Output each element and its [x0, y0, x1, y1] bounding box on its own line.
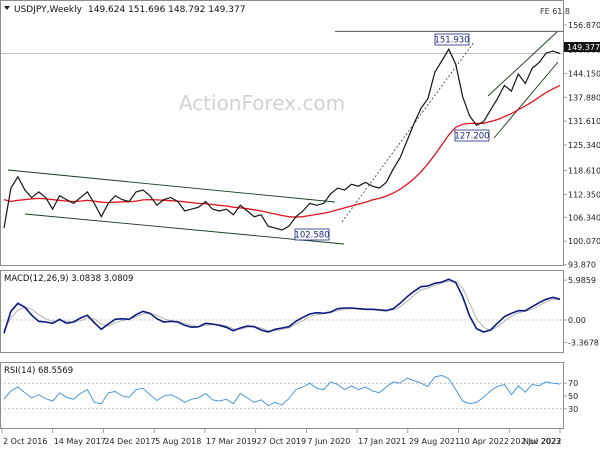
price-tick-label: 100.070: [568, 237, 600, 246]
macd-signal-line: [3, 280, 560, 332]
price-tick-label: 156.870: [568, 21, 600, 30]
triangle-down-icon[interactable]: [4, 6, 10, 10]
price-tick-label: 125.340: [568, 141, 600, 150]
projection-dotted-line: [341, 41, 475, 223]
rsi-line: [3, 375, 561, 407]
price-tick-label: 118.610: [568, 167, 600, 176]
annotation-high-label: 151.930: [434, 36, 469, 46]
rsi-tick-label: 50: [568, 392, 578, 401]
annotation-low-2022-label: 127.200: [454, 132, 489, 142]
time-tick-label: 10 Apr 2022: [460, 437, 509, 446]
rsi-axis: 70 50 30: [563, 379, 578, 414]
last-price-value: 149.377: [567, 43, 600, 52]
fib-label: FE 61.8: [540, 7, 570, 16]
channel-lines: [7, 31, 559, 245]
last-price-tag: [564, 42, 600, 52]
price-tick-label: 131.610: [568, 117, 600, 126]
moving-average-line: [3, 84, 561, 218]
time-tick-label: 14 May 2017: [54, 437, 106, 446]
time-tick-label: 24 Dec 2017: [104, 437, 155, 446]
time-tick-label: 27 Oct 2019: [257, 437, 306, 446]
macd-line: [3, 278, 561, 334]
price-tick-label: 137.880: [568, 93, 600, 102]
annotation-high-box: [434, 33, 470, 46]
watermark: ActionForex.com: [179, 91, 345, 115]
price-tick-label: 93.870: [568, 261, 596, 270]
price-tick-label: 106.340: [568, 213, 600, 222]
macd-title: MACD(12,26,9) 3.0838 3.0809: [4, 274, 133, 284]
time-tick-label: 2 Oct 2016: [3, 437, 47, 446]
chart-ohlc: 149.624 151.696 148.792 149.377: [88, 5, 245, 15]
rsi-panel-frame: [0, 362, 564, 429]
time-tick-label: 20 Nov 2022: [510, 437, 561, 446]
time-tick-label: 7 Jun 2020: [307, 437, 350, 446]
time-tick-label: 29 Aug 2021: [409, 437, 460, 446]
price-line: [3, 47, 561, 231]
annotation-high: 151.930: [434, 33, 470, 46]
rising-channel-upper: [487, 31, 558, 97]
price-tick-label: 112.350: [568, 190, 600, 199]
macd-tick-label: 0.00: [568, 316, 586, 325]
price-axis: 156.870150.380144.150137.880131.610125.3…: [563, 21, 600, 270]
annotation-low-2021-label: 102.580: [294, 231, 329, 241]
macd-axis: 5.9859 0.00 -3.3678: [563, 276, 599, 347]
macd-panel-frame: [0, 270, 564, 353]
rsi-tick-label: 70: [568, 379, 578, 388]
rsi-tick-label: 30: [568, 405, 578, 414]
annotation-low-2022: 127.200: [454, 129, 490, 142]
annotation-low-2021: 102.580: [294, 228, 330, 241]
price-tick-label: 144.150: [568, 69, 600, 78]
macd-tick-label: -3.3678: [568, 338, 599, 347]
annotation-low-2021-box: [294, 228, 330, 241]
rsi-title: RSI(14) 68.5569: [4, 366, 73, 376]
macd-tick-label: 5.9859: [568, 276, 596, 285]
chart-symbol: USDJPY,Weekly: [14, 5, 83, 15]
time-tick-label: 17 Mar 2019: [206, 437, 257, 446]
time-tick-label: 5 Aug 2018: [155, 437, 201, 446]
channel-upper-line: [7, 169, 336, 203]
time-tick-label: 2 Jul 2023: [521, 437, 561, 446]
channel-lower-line: [24, 213, 345, 245]
rising-channel-lower: [493, 61, 559, 139]
annotation-low-2022-box: [454, 129, 490, 142]
time-tick-label: 17 Jan 2021: [358, 437, 406, 446]
